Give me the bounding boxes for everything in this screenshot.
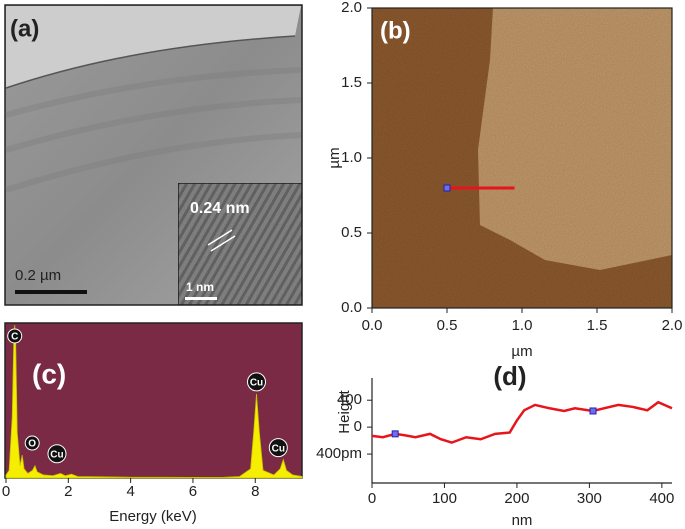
y-tick-label: 400	[337, 391, 362, 408]
inset-scale-label: 1 nm	[186, 280, 214, 294]
peak-label: Cu	[50, 449, 63, 460]
y-axis-label: µm	[326, 147, 343, 168]
x-axis-label: nm	[512, 512, 533, 529]
x-tick-label: 1.5	[587, 317, 608, 334]
y-tick-label: 1.0	[341, 149, 362, 166]
x-tick-label: 0.0	[362, 317, 383, 334]
panel-b	[371, 7, 673, 309]
tem-edge	[5, 35, 296, 89]
x-axis-label: µm	[511, 343, 532, 360]
peak-badge	[247, 372, 267, 392]
panel-label: (d)	[493, 361, 526, 391]
x-tick-label: 6	[189, 483, 197, 500]
scale-bar	[185, 297, 217, 300]
profile-cursor	[443, 184, 451, 192]
x-tick-label: 4	[126, 483, 134, 500]
y-tick-label: 1.5	[341, 74, 362, 91]
peak-label: O	[28, 439, 36, 450]
scale-bar	[15, 290, 87, 294]
x-tick-label: 2.0	[662, 317, 683, 334]
x-tick-label: 300	[577, 490, 602, 507]
panel-label: (a)	[10, 15, 39, 42]
y-tick-label: 0.5	[341, 224, 362, 241]
x-tick-label: 8	[251, 483, 259, 500]
height-profile	[371, 400, 673, 444]
fringe-marker	[207, 229, 236, 252]
x-tick-label: 200	[504, 490, 529, 507]
peak-badge	[7, 328, 23, 344]
panel-label: (b)	[380, 17, 411, 44]
x-tick-label: 1.0	[512, 317, 533, 334]
x-tick-label: 0	[2, 483, 10, 500]
x-tick-label: 400	[649, 490, 674, 507]
x-tick-label: 0	[368, 490, 376, 507]
peak-label: Cu	[250, 377, 263, 388]
x-tick-label: 100	[432, 490, 457, 507]
peak-badge	[47, 444, 67, 464]
x-tick-label: 0.5	[437, 317, 458, 334]
x-tick-label: 2	[64, 483, 72, 500]
inset-label: 0.24 nm	[190, 200, 250, 217]
afm-terrace	[478, 8, 672, 270]
peak-label: Cu	[272, 443, 285, 454]
y-axis-label: Height	[336, 389, 353, 433]
y-tick-label: 2.0	[341, 0, 362, 16]
spectrum	[5, 324, 303, 479]
scale-label: 0.2 µm	[15, 267, 61, 284]
peak-badge	[24, 435, 40, 451]
y-tick-label: 0	[354, 418, 362, 435]
x-axis-label: Energy (keV)	[109, 508, 197, 525]
profile-cursor	[589, 407, 597, 415]
hrtem-inset	[177, 182, 303, 306]
panel-label: (c)	[32, 358, 66, 389]
panel-a: (a) 0.2 µm 0.24 nm 1 nm	[4, 4, 303, 306]
tem-vacuum	[6, 6, 301, 88]
y-tick-label: 400pm	[316, 445, 362, 462]
y-tick-label: 0.0	[341, 299, 362, 316]
peak-badge	[268, 438, 288, 458]
tem-terrace	[5, 67, 302, 193]
peak-label: C	[11, 332, 18, 343]
profile-cursor	[391, 430, 399, 438]
